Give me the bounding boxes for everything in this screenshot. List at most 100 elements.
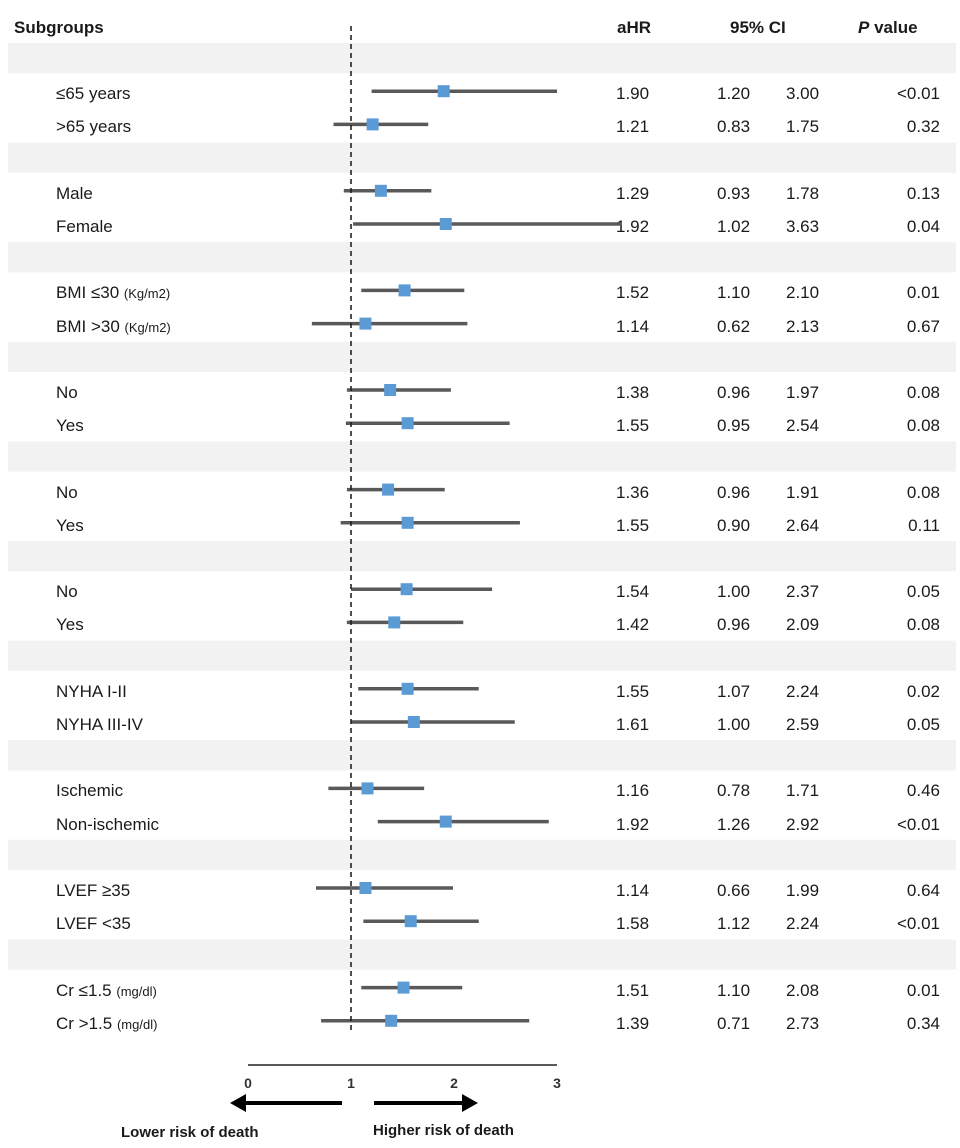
ci-lower-value: 1.10 xyxy=(717,980,751,1000)
ahr-value: 1.61 xyxy=(616,715,650,734)
ci-upper-value: 1.75 xyxy=(786,117,820,137)
ci-upper-value: 2.92 xyxy=(786,814,820,834)
estimate-marker xyxy=(359,317,372,330)
header-ahr: aHR xyxy=(617,18,652,37)
ci-lower-value: 0.83 xyxy=(717,117,751,137)
ahr-value: 1.16 xyxy=(616,781,650,801)
group-band xyxy=(8,939,956,970)
row-label: No xyxy=(56,583,78,600)
group-band xyxy=(8,740,956,771)
row-label: No xyxy=(56,484,78,501)
row-label-text: Ischemic xyxy=(56,781,124,801)
ahr-value: 1.92 xyxy=(616,814,650,834)
ci-upper-value: 1.91 xyxy=(786,482,820,502)
ahr-value: 1.38 xyxy=(616,383,650,402)
ci-lower-value: 0.66 xyxy=(717,881,751,900)
group-band xyxy=(8,640,956,671)
ahr-value: 1.51 xyxy=(616,980,650,1000)
arrow-right-label: Higher risk of death xyxy=(373,1122,514,1139)
row-label-text: >65 years xyxy=(56,117,132,137)
row-label: Cr >1.5 (mg/dl) xyxy=(56,1015,157,1032)
ci-upper-value: 2.09 xyxy=(786,615,820,635)
p-value: 0.05 xyxy=(906,582,940,602)
ci-lower-value: 0.96 xyxy=(717,615,751,635)
estimate-marker xyxy=(361,782,374,795)
p-value: 0.08 xyxy=(906,482,940,502)
ci-upper-value: 2.64 xyxy=(786,515,820,535)
ci-lower-value: 0.96 xyxy=(717,482,751,502)
ahr-value: 1.14 xyxy=(616,316,650,336)
row-label-text: Female xyxy=(56,217,113,236)
p-value: 0.08 xyxy=(906,383,940,402)
estimate-marker xyxy=(401,417,414,430)
row-label: BMI ≤30 (Kg/m2) xyxy=(56,284,170,301)
estimate-marker xyxy=(388,616,401,629)
ci-lower-value: 0.93 xyxy=(717,183,751,203)
row-label: Female xyxy=(56,218,113,235)
arrow-left-label: Lower risk of death xyxy=(121,1124,259,1141)
group-band xyxy=(8,839,956,870)
ci-upper-value: 2.73 xyxy=(786,1013,820,1033)
ci-upper-value: 1.71 xyxy=(786,781,820,801)
row-label: Ischemic xyxy=(56,782,123,799)
ci-upper-value: 2.10 xyxy=(786,283,820,303)
ahr-value: 1.52 xyxy=(616,283,650,303)
row-label-text: LVEF ≥35 xyxy=(56,881,131,900)
row-label-text: NYHA I-II xyxy=(56,681,127,701)
ci-lower-value: 1.02 xyxy=(717,217,751,236)
row-label-text: No xyxy=(56,383,78,402)
p-value: 0.02 xyxy=(906,681,940,701)
ci-upper-value: 3.63 xyxy=(786,217,820,236)
p-value: 0.46 xyxy=(906,781,940,801)
p-value: 0.34 xyxy=(906,1013,940,1033)
ci-lower-value: 0.78 xyxy=(717,781,751,801)
row-label-text: Yes xyxy=(56,515,84,535)
ci-lower-value: 1.20 xyxy=(717,84,751,104)
row-label-unit: (mg/dl) xyxy=(116,983,157,999)
ci-upper-value: 1.99 xyxy=(786,881,820,900)
p-value: 0.11 xyxy=(908,515,940,535)
estimate-marker xyxy=(404,915,417,928)
ci-lower-value: 1.07 xyxy=(717,681,751,701)
ahr-value: 1.36 xyxy=(616,482,650,502)
ahr-value: 1.29 xyxy=(616,183,650,203)
ahr-value: 1.58 xyxy=(616,914,650,934)
header-p-rest: value xyxy=(869,18,918,37)
row-label-text: No xyxy=(56,582,78,602)
ci-upper-value: 2.24 xyxy=(786,914,820,934)
x-tick-label: 0 xyxy=(244,1075,252,1091)
right-arrow-head xyxy=(462,1094,478,1112)
estimate-marker xyxy=(398,284,411,297)
p-value: 0.04 xyxy=(906,217,940,236)
ahr-value: 1.55 xyxy=(616,515,650,535)
estimate-marker xyxy=(359,882,372,894)
estimate-marker xyxy=(382,483,395,496)
ci-upper-value: 1.78 xyxy=(786,183,820,203)
ahr-value: 1.55 xyxy=(616,416,650,436)
ahr-value: 1.90 xyxy=(616,84,650,104)
estimate-marker xyxy=(397,981,410,994)
ci-lower-value: 1.00 xyxy=(717,582,751,602)
p-value: 0.08 xyxy=(906,416,940,436)
row-label-text: BMI ≤30 xyxy=(56,283,120,303)
p-value: <0.01 xyxy=(896,814,940,834)
row-label-unit: (mg/dl) xyxy=(116,1016,158,1032)
p-value: <0.01 xyxy=(896,84,940,104)
estimate-marker xyxy=(385,1014,398,1027)
row-label: NYHA III-IV xyxy=(56,716,143,733)
row-label-unit: (Kg/m2) xyxy=(123,286,171,302)
estimate-marker xyxy=(384,384,397,396)
ahr-value: 1.55 xyxy=(616,681,650,701)
p-value: 0.64 xyxy=(906,881,940,900)
group-band xyxy=(8,341,956,372)
row-label-text: ≤65 years xyxy=(56,84,131,104)
row-label-text: NYHA III-IV xyxy=(56,715,143,734)
p-value: 0.32 xyxy=(906,117,940,137)
p-value: 0.67 xyxy=(906,316,940,336)
ci-upper-value: 2.13 xyxy=(786,316,820,336)
ci-lower-value: 0.62 xyxy=(717,316,751,336)
estimate-marker xyxy=(374,184,387,197)
group-band xyxy=(8,142,956,173)
estimate-marker xyxy=(366,118,379,131)
row-label-text: No xyxy=(56,482,78,502)
